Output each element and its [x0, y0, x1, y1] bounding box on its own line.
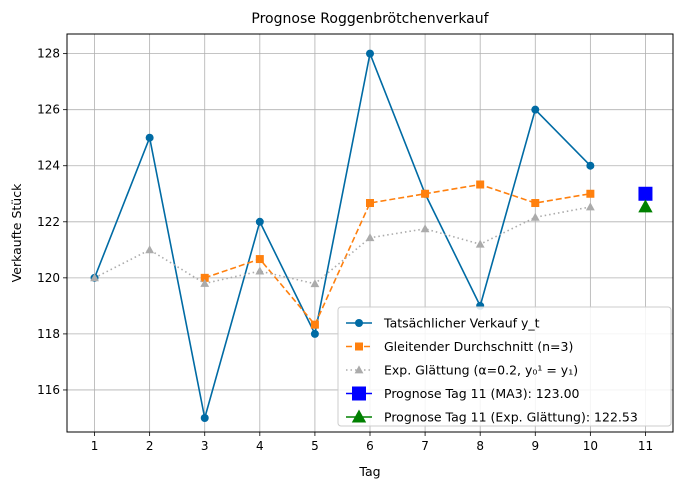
legend-label: Exp. Glättung (α=0.2, y₀¹ = y₁)	[384, 363, 578, 378]
series-1	[200, 180, 595, 329]
legend-box	[337, 306, 672, 427]
data-point	[200, 273, 209, 282]
legend-marker	[352, 386, 366, 401]
data-point	[145, 245, 155, 254]
data-point	[366, 49, 374, 58]
data-point	[476, 180, 485, 189]
legend-label: Prognose Tag 11 (MA3): 123.00	[384, 386, 580, 401]
legend-marker	[355, 342, 363, 351]
x-tick-label: 1	[91, 439, 99, 453]
legend-label: Prognose Tag 11 (Exp. Glättung): 122.53	[384, 410, 638, 425]
y-tick-label: 122	[37, 215, 60, 229]
axis-ticks: 1 2 3 4 5 6 7 8 9 10 11 116 118 120 122 124 126 128	[37, 47, 653, 453]
data-point	[475, 239, 485, 248]
legend-entry: Prognose Tag 11 (MA3): 123.00	[346, 386, 580, 401]
series-0	[90, 49, 595, 422]
series-line	[93, 50, 591, 419]
x-tick-label: 5	[311, 439, 319, 453]
legend-entry: Prognose Tag 11 (Exp. Glättung): 122.53	[346, 409, 638, 425]
data-point	[90, 273, 99, 282]
data-point	[255, 266, 265, 275]
legend-marker	[355, 319, 363, 327]
data-point	[420, 224, 430, 233]
series-2	[90, 202, 595, 288]
x-tick-label: 2	[146, 439, 154, 453]
data-point	[585, 202, 595, 211]
legend-label: Tatsächlicher Verkauf y_t	[383, 316, 540, 331]
legend-entry: Exp. Glättung (α=0.2, y₀¹ = y₁)	[346, 363, 578, 378]
x-tick-label: 11	[638, 439, 653, 453]
x-axis-label: Tag	[358, 464, 380, 479]
series-line	[94, 206, 591, 285]
x-tick-label: 6	[366, 439, 374, 453]
legend-entry: Gleitender Durchschnitt (n=3)	[346, 339, 573, 354]
data-point	[310, 320, 319, 329]
series-3	[638, 186, 653, 201]
data-point	[145, 133, 154, 142]
x-tick-label: 9	[531, 439, 539, 453]
x-tick-label: 3	[201, 439, 209, 453]
series-line	[204, 183, 591, 327]
data-point	[421, 189, 430, 198]
data-point	[255, 255, 264, 264]
data-point	[638, 186, 653, 201]
x-tick-label: 8	[476, 439, 484, 453]
data-point	[531, 105, 540, 114]
data-point	[255, 217, 264, 226]
legend-marker	[354, 365, 364, 374]
chart-title: Prognose Roggenbrötchenverkauf	[251, 11, 489, 27]
data-point	[200, 278, 210, 287]
series-layer	[90, 49, 653, 422]
legend-entry: Tatsächlicher Verkauf y_t	[346, 316, 540, 331]
y-tick-label: 118	[37, 327, 60, 341]
x-tick-label: 7	[421, 439, 429, 453]
legend-label: Gleitender Durchschnitt (n=3)	[384, 339, 573, 354]
data-point	[200, 413, 209, 422]
data-point	[310, 329, 319, 338]
data-point	[366, 199, 374, 208]
x-tick-label: 4	[256, 439, 264, 453]
x-tick-label: 10	[583, 439, 598, 453]
data-point	[530, 212, 540, 221]
legend-marker	[351, 409, 367, 423]
y-tick-label: 116	[37, 383, 60, 397]
data-point	[310, 279, 320, 288]
data-point	[638, 199, 653, 213]
data-point	[586, 161, 595, 170]
y-tick-label: 120	[37, 271, 60, 285]
y-axis-label: Verkaufte Stück	[9, 183, 24, 282]
y-tick-label: 124	[37, 159, 60, 173]
legend: Tatsächlicher Verkauf y_t Gleitender Durc…	[337, 306, 672, 427]
data-point	[586, 189, 595, 198]
y-tick-label: 126	[37, 103, 60, 117]
data-point	[531, 199, 540, 208]
data-point	[365, 233, 375, 242]
y-tick-label: 128	[37, 47, 60, 61]
series-4	[638, 199, 653, 213]
